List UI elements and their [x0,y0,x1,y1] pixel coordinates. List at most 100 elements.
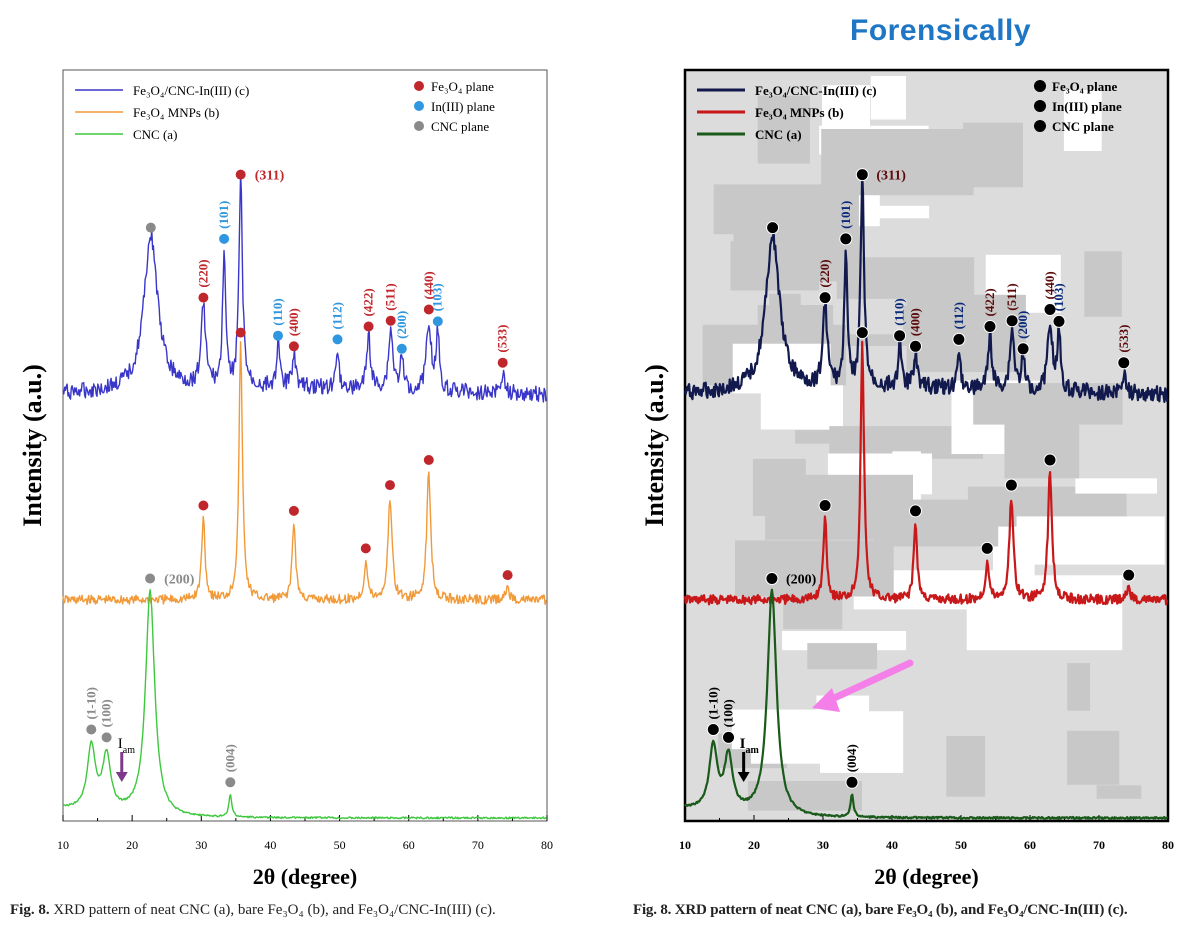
legend-marker-label: In(III) plane [431,99,495,114]
peak-label: (004) [222,744,237,772]
series-line-b [683,340,1168,606]
peak-label: (200) [786,572,817,587]
peak-label: (311) [255,169,285,184]
legend-entry: CNC (a) [133,127,177,142]
peak-marker-in [952,332,966,346]
peak-marker-fe3o4 [502,570,513,581]
peak-label: (004) [844,744,859,772]
x-tick-label: 30 [195,838,207,852]
amorphous-arrow-head [737,772,750,782]
x-tick-label: 40 [886,838,898,852]
peak-marker-fe3o4 [909,339,922,353]
peak-label: (100) [99,699,114,727]
x-tick-label: 30 [817,838,829,852]
peak-label: (1-10) [705,687,720,720]
peak-marker-fe3o4 [288,341,299,352]
peak-marker-cnc [765,572,779,585]
peak-label: (103) [1051,283,1066,311]
peak-marker-fe3o4 [1122,568,1136,582]
amorphous-arrow-head [115,772,128,782]
y-axis-label: Intensity (a.u.) [18,364,47,527]
peak-marker-in [396,343,407,354]
peak-marker-fe3o4 [198,292,209,303]
legend-marker-fe3o4 [414,81,424,91]
peak-label: (101) [216,201,231,229]
forensic-block [1075,478,1157,494]
peak-label: (110) [270,298,285,325]
peak-marker-fe3o4 [423,304,434,315]
peak-marker-fe3o4 [855,326,869,340]
x-tick-label: 60 [403,838,415,852]
peak-marker-fe3o4 [909,504,922,518]
peak-marker-cnc [845,775,859,789]
forensic-block [874,499,999,547]
x-axis-label: 2θ (degree) [874,864,979,889]
legend-entry: CNC (a) [755,127,802,142]
peak-marker-cnc [722,730,735,744]
amorphous-label-sub: am [123,745,135,756]
peak-marker-cnc [101,732,112,743]
peak-marker-cnc [145,222,156,233]
legend-entry: Fe₃O₄ MNPs (b) [755,105,844,120]
series-line-b [62,341,547,606]
forensic-block [946,736,986,797]
peak-marker-fe3o4 [360,543,371,554]
peak-label: (533) [1116,324,1131,352]
peak-marker-cnc [225,777,236,788]
peak-label: (311) [876,169,906,184]
legend-marker-in [414,101,424,111]
peak-marker-cnc [145,573,156,584]
peak-label: (220) [195,259,210,287]
series-line-c [683,171,1169,403]
peak-marker-fe3o4 [1005,314,1019,328]
peak-marker-in [893,329,907,343]
peak-marker-in [432,316,443,327]
highlight-arrow [826,659,914,704]
peak-marker-fe3o4 [1043,453,1057,467]
x-tick-label: 50 [334,838,346,852]
legend-marker-fe3o4 [1034,80,1046,92]
peak-marker-fe3o4 [855,168,869,182]
peak-label: (1-10) [83,687,98,720]
peak-marker-fe3o4 [1043,303,1057,316]
plot-frame [62,69,548,822]
peak-label: (103) [430,283,445,311]
peak-label: (101) [838,201,853,229]
peak-marker-in [1052,314,1066,328]
peak-marker-fe3o4 [1004,478,1018,492]
caption-text: XRD pattern of neat CNC (a), bare Fe₃O₄ … [674,902,1128,918]
series-line-a [684,588,1168,820]
legend-marker-cnc [414,121,424,131]
forensic-block [1084,251,1122,317]
peak-marker-cnc [706,723,720,736]
legend-marker-label: In(III) plane [1052,99,1122,114]
legend-marker-cnc [1034,120,1046,132]
peak-marker-fe3o4 [818,499,832,512]
forensic-block [973,383,1123,425]
forensic-block [855,744,888,765]
peak-label: (440) [421,271,436,299]
legend-marker-label: Fe₃O₄ plane [1052,79,1117,94]
forensic-block [821,129,974,196]
peak-label: (200) [394,311,409,339]
caption-text: XRD pattern of neat CNC (a), bare Fe₃O₄ … [53,902,496,918]
highlight-arrow-head [812,688,840,712]
peak-label: (400) [907,308,922,336]
peak-label: (422) [982,288,997,316]
peak-label: (200) [1015,311,1030,339]
series-line-c [62,172,548,403]
x-tick-label: 60 [1024,838,1036,852]
forensic-block [747,781,862,811]
peak-marker-in [839,232,853,246]
x-tick-label: 70 [472,838,484,852]
peak-marker-in [332,334,343,345]
forensic-block [837,205,930,219]
forensic-block [769,293,801,309]
peak-label: (110) [892,298,907,325]
peak-label: (440) [1042,271,1057,299]
peak-marker-fe3o4 [980,541,994,555]
forensic-block [1067,663,1091,711]
peak-label: (511) [1004,283,1019,310]
forensic-block [1067,730,1120,785]
